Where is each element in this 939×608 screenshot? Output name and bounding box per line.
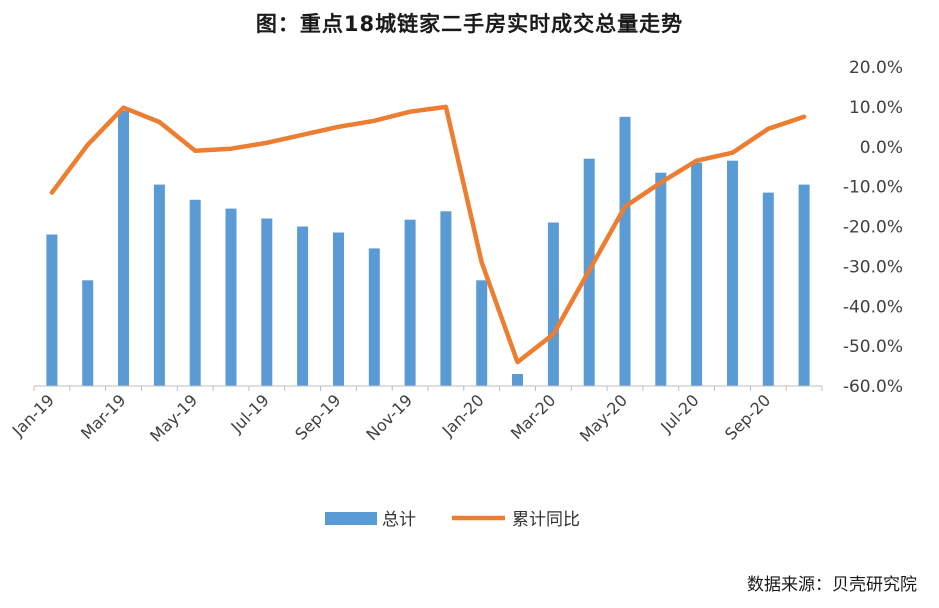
- y-tick-label: 10.0%: [849, 98, 903, 118]
- y-tick-label: 20.0%: [849, 58, 903, 78]
- y-tick-label: -30.0%: [843, 257, 903, 277]
- bar-Sep-19: [333, 232, 344, 386]
- bar-Oct-20: [798, 184, 810, 386]
- x-tick-label: Jul-20: [656, 391, 702, 437]
- legend-label-line: 累计同比: [512, 510, 580, 530]
- bar-May-19: [189, 199, 201, 386]
- line-series: [49, 104, 807, 365]
- bar-Aug-20: [727, 160, 738, 386]
- bar-Jul-20: [691, 162, 703, 386]
- y-tick-label: -60.0%: [843, 377, 903, 397]
- bar-Nov-19: [404, 219, 416, 386]
- bar-Mar-19: [118, 110, 129, 387]
- y-tick-label: -40.0%: [843, 297, 903, 317]
- x-tick-label: Jan-19: [8, 391, 58, 441]
- x-tick-label: Jul-19: [227, 391, 273, 437]
- bar-Feb-20: [512, 374, 523, 386]
- x-tick-label: Jan-20: [438, 391, 488, 441]
- x-axis-ticks: Jan-19 Mar-19 May-19 Jul-19 Sep-19 Nov-19 Jan-…: [8, 386, 823, 446]
- chart-source: 数据来源：贝壳研究院: [747, 575, 917, 595]
- x-tick-label: Mar-19: [77, 391, 130, 444]
- y-axis-ticks: 20.0% 10.0% 0.0% -10.0% -20.0% -30.0% -40.0% -5…: [843, 58, 903, 397]
- bar-May-20: [619, 116, 631, 387]
- x-tick-label: May-20: [576, 391, 631, 446]
- chart-title: 图：重点18城链家二手房实时成交总量走势: [255, 12, 684, 36]
- bar-Oct-19: [368, 248, 380, 386]
- legend-swatch-bar: [325, 512, 377, 525]
- bar-Mar-20: [547, 222, 559, 386]
- legend-label-bar: 总计: [382, 510, 416, 530]
- bar-Jul-19: [261, 218, 273, 386]
- x-tick-label: Nov-19: [362, 391, 416, 445]
- x-tick-label: Sep-20: [721, 391, 774, 444]
- bar-Sep-20: [762, 192, 774, 386]
- y-tick-label: -20.0%: [843, 218, 903, 238]
- bar-Jan-19: [46, 234, 58, 386]
- x-tick-label: Sep-19: [291, 391, 344, 444]
- bar-Jun-19: [225, 208, 237, 386]
- bar-Aug-19: [297, 226, 309, 386]
- bar-Jan-20: [476, 280, 488, 386]
- bar-Feb-19: [82, 280, 94, 386]
- bar-series: [46, 110, 810, 387]
- y-tick-label: 0.0%: [860, 138, 903, 158]
- x-tick-label: Mar-20: [507, 391, 560, 444]
- bar-Dec-19: [440, 211, 452, 386]
- y-tick-label: -10.0%: [843, 178, 903, 198]
- bar-Jun-20: [655, 172, 667, 386]
- legend: 总计 累计同比: [325, 510, 580, 530]
- y-tick-label: -50.0%: [843, 337, 903, 357]
- x-tick-label: May-19: [146, 391, 201, 446]
- bar-Apr-19: [153, 184, 165, 386]
